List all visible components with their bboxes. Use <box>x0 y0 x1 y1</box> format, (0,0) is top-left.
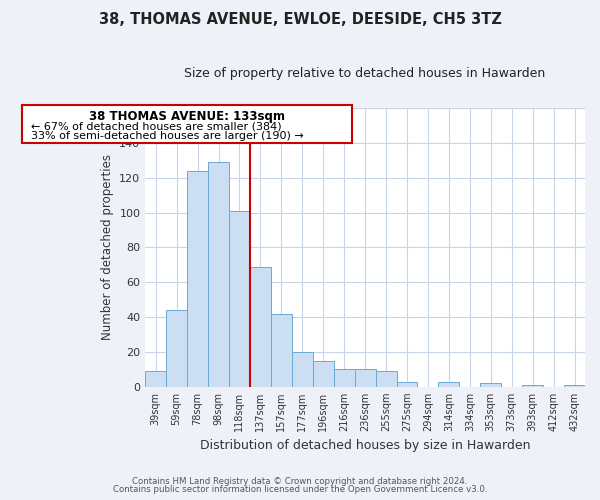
Bar <box>376 371 397 387</box>
Text: Contains public sector information licensed under the Open Government Licence v3: Contains public sector information licen… <box>113 485 487 494</box>
Bar <box>166 310 187 387</box>
Bar <box>208 162 229 387</box>
Text: 38 THOMAS AVENUE: 133sqm: 38 THOMAS AVENUE: 133sqm <box>89 110 285 124</box>
Bar <box>271 314 292 387</box>
Text: 38, THOMAS AVENUE, EWLOE, DEESIDE, CH5 3TZ: 38, THOMAS AVENUE, EWLOE, DEESIDE, CH5 3… <box>98 12 502 28</box>
Title: Size of property relative to detached houses in Hawarden: Size of property relative to detached ho… <box>184 68 546 80</box>
Bar <box>292 352 313 387</box>
Text: Contains HM Land Registry data © Crown copyright and database right 2024.: Contains HM Land Registry data © Crown c… <box>132 477 468 486</box>
Y-axis label: Number of detached properties: Number of detached properties <box>101 154 113 340</box>
Bar <box>522 385 543 387</box>
Bar <box>250 266 271 387</box>
Bar <box>145 371 166 387</box>
Bar <box>564 385 585 387</box>
Bar <box>397 382 418 387</box>
Bar <box>355 370 376 387</box>
Bar <box>439 382 460 387</box>
Bar <box>480 384 501 387</box>
Bar <box>187 171 208 387</box>
Bar <box>313 360 334 387</box>
X-axis label: Distribution of detached houses by size in Hawarden: Distribution of detached houses by size … <box>200 440 530 452</box>
FancyBboxPatch shape <box>22 106 352 143</box>
Bar <box>229 211 250 387</box>
Text: 33% of semi-detached houses are larger (190) →: 33% of semi-detached houses are larger (… <box>31 131 304 141</box>
Text: ← 67% of detached houses are smaller (384): ← 67% of detached houses are smaller (38… <box>31 122 281 132</box>
Bar <box>334 370 355 387</box>
